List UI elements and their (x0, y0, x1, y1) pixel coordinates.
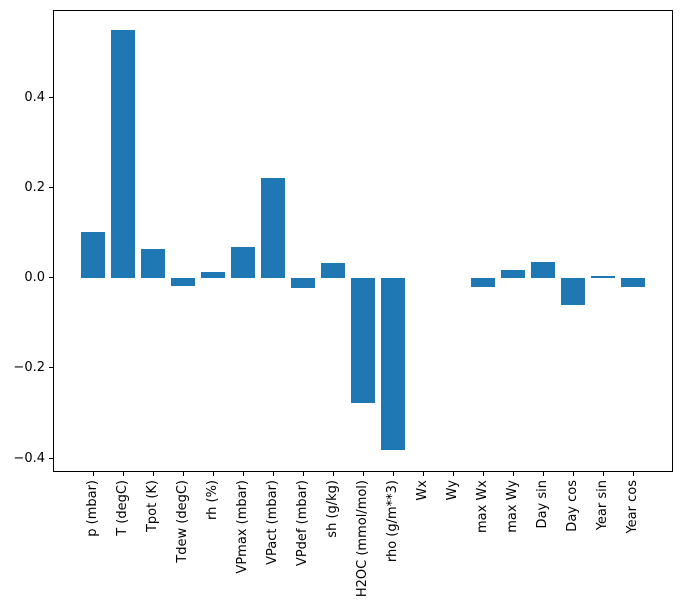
x-tick-label: Wy (444, 480, 460, 501)
x-tick-label: Day cos (564, 480, 580, 532)
x-tick-label: VPmax (mbar) (234, 480, 250, 574)
x-tick-label: Tpot (K) (144, 480, 160, 533)
x-tick-label: Year sin (594, 480, 610, 531)
x-tick-label: Day sin (534, 480, 550, 529)
bar (561, 277, 585, 305)
x-tick (482, 472, 484, 476)
x-tick-label: max Wx (474, 480, 490, 534)
x-tick (512, 472, 514, 476)
x-tick (452, 472, 454, 476)
y-tick-label: −0.2 (13, 360, 45, 376)
y-tick-label: 0.2 (24, 179, 45, 195)
bar (531, 262, 555, 278)
x-tick (302, 472, 304, 476)
x-tick (182, 472, 184, 476)
bar (381, 277, 405, 451)
x-tick-label: Year cos (624, 480, 640, 534)
x-tick (332, 472, 334, 476)
y-tick (49, 277, 53, 279)
y-tick (49, 186, 53, 188)
bar (171, 277, 195, 287)
x-tick (152, 472, 154, 476)
x-tick (362, 472, 364, 476)
y-tick-label: −0.4 (13, 450, 45, 466)
x-tick-label: Tdew (degC) (174, 480, 190, 563)
bar (231, 247, 255, 278)
x-tick (602, 472, 604, 476)
x-tick (392, 472, 394, 476)
bar (141, 248, 165, 278)
x-tick-label: VPdef (mbar) (294, 480, 310, 567)
y-tick (49, 457, 53, 459)
x-tick (212, 472, 214, 476)
y-tick-label: 0.4 (24, 89, 45, 105)
bar (501, 270, 525, 278)
x-tick-label: p (mbar) (84, 480, 100, 537)
x-tick (92, 472, 94, 476)
x-tick-label: rh (%) (204, 480, 220, 520)
x-tick-label: sh (g/kg) (324, 480, 340, 538)
y-tick (49, 367, 53, 369)
x-tick-label: rho (g/m**3) (384, 480, 400, 563)
bar (81, 232, 105, 278)
x-tick-label: max Wy (504, 480, 520, 533)
x-tick (272, 472, 274, 476)
bar (471, 277, 495, 287)
bar (291, 277, 315, 289)
bar (591, 276, 615, 278)
x-tick (632, 472, 634, 476)
bar (621, 277, 645, 287)
bar (111, 29, 135, 278)
y-tick-label: 0.0 (24, 270, 45, 286)
x-tick (122, 472, 124, 476)
bar (261, 178, 285, 278)
bar (351, 277, 375, 403)
bar (321, 262, 345, 278)
x-tick-label: VPact (mbar) (264, 480, 280, 565)
x-tick (242, 472, 244, 476)
x-tick (542, 472, 544, 476)
x-tick (572, 472, 574, 476)
y-tick (49, 96, 53, 98)
x-tick-label: Wx (414, 480, 430, 501)
x-tick-label: H2OC (mmol/mol) (354, 480, 370, 598)
x-tick-label: T (degC) (114, 480, 130, 536)
x-tick (422, 472, 424, 476)
bar (201, 271, 225, 278)
